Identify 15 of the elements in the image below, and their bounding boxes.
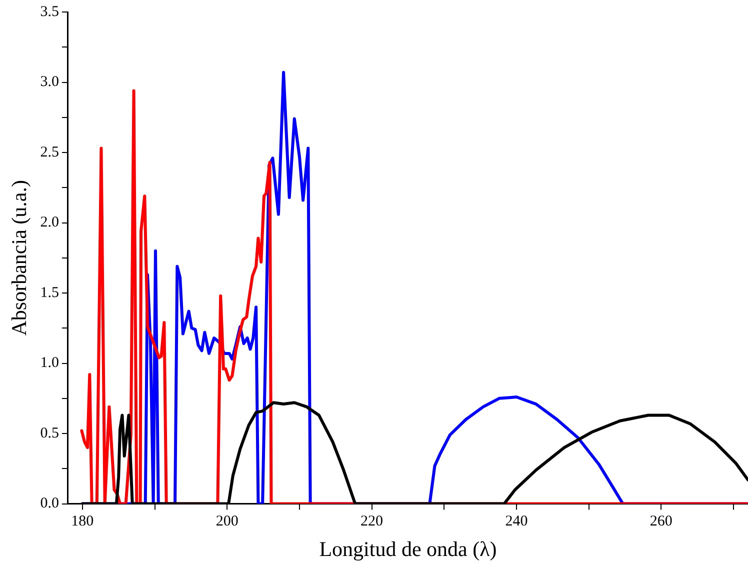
y-tick-label: 3.0 (40, 74, 59, 90)
x-tick-label: 240 (505, 514, 528, 530)
x-tick-label: 200 (216, 514, 238, 530)
y-tick-label: 0.5 (40, 425, 59, 442)
y-tick-label: 0.0 (40, 496, 59, 512)
y-tick-label: 1.5 (40, 284, 59, 301)
y-tick-label: 1.0 (40, 355, 59, 372)
x-tick-label: 220 (360, 514, 384, 530)
y-axis-title: Absorbancia (u.a.) (7, 180, 32, 336)
x-tick-label: 180 (71, 514, 94, 530)
y-tick-label: 2.5 (40, 144, 59, 160)
x-tick-label: 260 (650, 514, 672, 530)
y-tick-label: 2.0 (40, 214, 59, 231)
x-axis-title: Longitud de onda (λ) (319, 536, 497, 561)
y-tick-label: 3.5 (40, 4, 59, 20)
